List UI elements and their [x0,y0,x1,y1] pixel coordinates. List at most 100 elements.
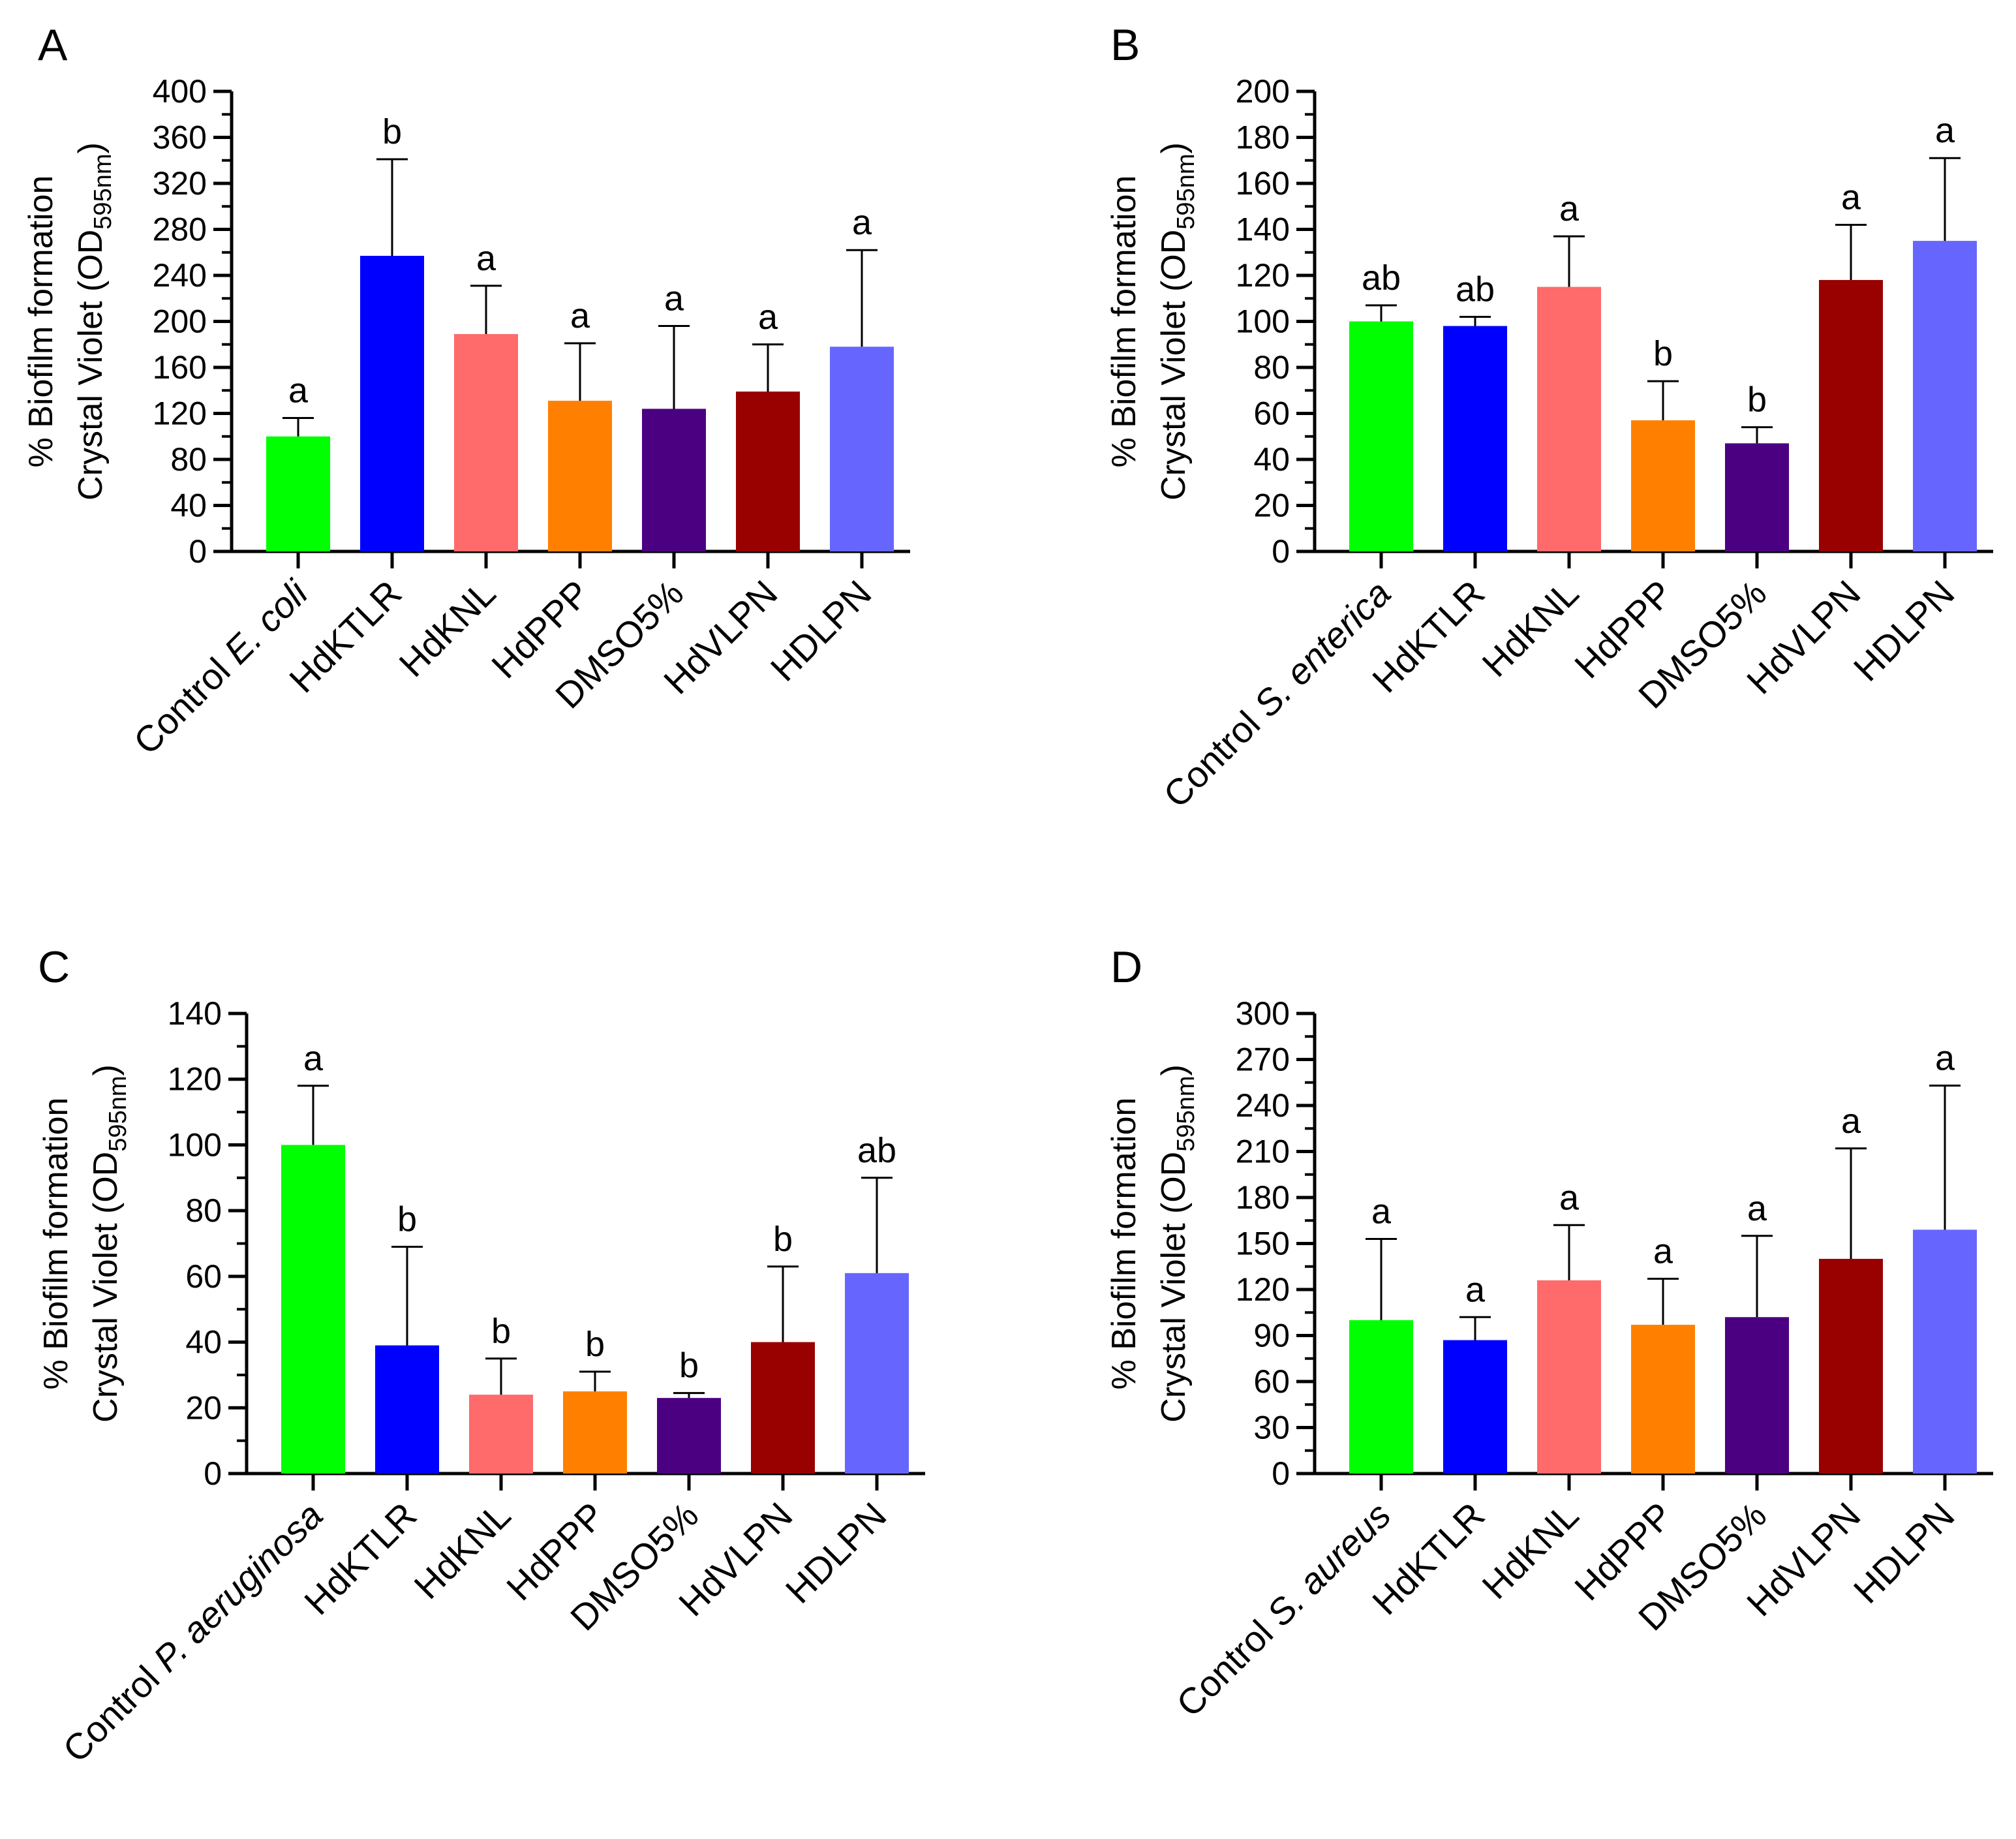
y-tick-label: 40 [1253,441,1290,478]
x-tick-label: HDLPN [1846,572,1963,689]
bar [1537,286,1601,551]
significance-label: b [491,1312,511,1351]
significance-label: a [1747,1189,1767,1228]
y-axis-label-subscript: 595nm [1172,1075,1200,1151]
significance-label: b [679,1346,699,1385]
y-axis-label-subscript: 595nm [1172,153,1200,229]
y-axis-label-subscript: 595nm [104,1075,132,1151]
bar [563,1391,627,1474]
y-axis-label-prefix: Crystal Violet (OD [1155,1152,1193,1423]
y-tick-label: 200 [153,303,207,340]
chart-panel-a: A 0 40 80 120 160 200 240 280 320 360 400 % Biofilm … [22,20,910,762]
x-tick-label: HDLPN [763,572,879,689]
significance-label: b [773,1220,793,1259]
y-axis-label-line2: Crystal Violet (OD595nm) [87,1064,132,1423]
significance-label: ab [1456,270,1495,309]
bar [266,436,330,551]
panel-letter: B [1110,20,1140,70]
x-tick-label: HdKNL [406,1494,518,1607]
significance-label: a [1841,178,1861,217]
y-tick-label: 100 [1236,303,1290,340]
x-tick-label: HDLPN [1846,1494,1963,1611]
x-tick-label: HdKNL [1474,1494,1586,1607]
significance-label: b [585,1325,605,1364]
y-axis-label-line1: % Biofilm formation [1105,176,1143,468]
bar [375,1345,439,1474]
x-tick-label-text: HDLPN [763,572,879,689]
significance-label: a [1559,1178,1580,1217]
bar [1913,1229,1977,1474]
y-axis-label-suffix: ) [87,1064,125,1075]
x-tick-label-text: HdKNL [1474,1494,1586,1607]
significance-label: b [397,1200,417,1239]
y-tick-label: 20 [185,1389,222,1426]
y-tick-label: 120 [153,395,207,432]
y-tick-label: 30 [1253,1410,1290,1446]
y-axis-label: % Biofilm formation Crystal Violet (OD595… [1105,1064,1200,1423]
y-tick-label: 400 [153,73,207,110]
significance-label: a [1935,111,1955,150]
y-tick-label: 160 [153,349,207,386]
y-tick-label: 100 [168,1126,222,1163]
y-tick-label: 0 [1272,533,1290,570]
significance-label: a [1841,1102,1861,1141]
y-axis-label-suffix: ) [1155,142,1193,153]
x-tick-label-text: HDLPN [1846,1494,1963,1611]
bar [1725,443,1789,551]
y-tick-label: 160 [1236,165,1290,202]
x-tick-label-text: Control [1155,696,1275,815]
bar [736,392,800,551]
panel-letter: A [38,20,68,70]
y-axis-label-prefix: Crystal Violet (OD [1155,230,1193,501]
bar [830,347,894,551]
y-tick-label: 80 [1253,349,1290,386]
significance-label: a [1465,1270,1486,1309]
y-tick-label: 0 [1272,1455,1290,1492]
x-tick-label: HdKNL [391,572,503,685]
bar [657,1398,721,1474]
significance-label: a [303,1039,324,1078]
bar [1537,1280,1601,1474]
y-axis-label-subscript: 595nm [89,153,117,229]
y-tick-label: 240 [153,257,207,294]
y-tick-label: 80 [185,1192,222,1229]
significance-label: b [1653,334,1673,373]
y-tick-label: 20 [1253,487,1290,524]
significance-label: a [288,371,309,410]
y-axis-label-suffix: ) [1155,1064,1193,1075]
x-tick-label-text: HdKNL [406,1494,518,1607]
y-axis-label-line2: Crystal Violet (OD595nm) [72,142,117,501]
significance-label: b [1747,380,1767,420]
y-axis-label-line2: Crystal Violet (OD595nm) [1155,142,1200,501]
y-tick-label: 280 [153,211,207,248]
y-tick-label: 140 [1236,211,1290,248]
x-tick-label-text: Control [125,643,245,762]
y-axis-label: % Biofilm formation Crystal Violet (OD595… [22,142,117,501]
bar [1443,326,1507,551]
y-tick-label: 0 [189,533,207,570]
y-tick-label: 210 [1236,1134,1290,1170]
y-axis-label-line1: % Biofilm formation [1105,1098,1143,1390]
y-tick-label: 0 [204,1455,222,1492]
y-tick-label: 120 [168,1061,222,1098]
y-tick-label: 180 [1236,1179,1290,1216]
y-tick-label: 120 [1236,1271,1290,1308]
significance-label: a [1559,189,1580,228]
y-tick-label: 90 [1253,1318,1290,1354]
significance-label: a [570,296,590,335]
y-tick-label: 200 [1236,73,1290,110]
y-tick-label: 300 [1236,995,1290,1032]
x-tick-label-text: HdKNL [1474,572,1586,685]
x-tick-label-text: Control [1168,1605,1288,1724]
bar [360,256,424,551]
panel-letter: C [38,942,70,992]
bar [1349,1320,1413,1474]
bar [1819,280,1883,551]
y-axis-label-prefix: Crystal Violet (OD [72,230,110,501]
y-tick-label: 270 [1236,1042,1290,1078]
y-tick-label: 150 [1236,1226,1290,1262]
y-axis-label-prefix: Crystal Violet (OD [87,1152,125,1423]
significance-label: a [1935,1038,1955,1077]
x-tick-label-text: Control [55,1650,174,1770]
